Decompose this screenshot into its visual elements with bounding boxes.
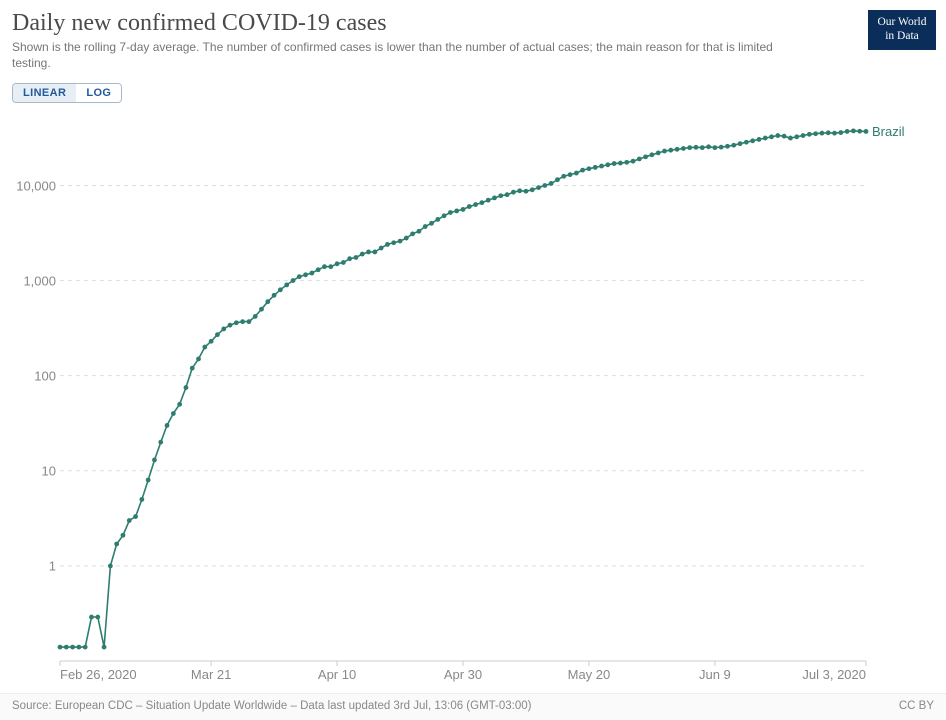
owid-logo[interactable]: Our World in Data xyxy=(868,10,936,50)
x-tick-label: May 20 xyxy=(568,667,611,682)
scale-toggle: LINEAR LOG xyxy=(12,83,122,103)
license-text[interactable]: CC BY xyxy=(899,700,934,712)
x-tick-label: Feb 26, 2020 xyxy=(60,667,137,682)
log-button[interactable]: LOG xyxy=(76,84,121,102)
y-tick-label: 100 xyxy=(6,369,56,384)
y-tick-label: 10,000 xyxy=(6,178,56,193)
chart-area: 1 10 100 1,000 10,000 Feb 26, 2020 Mar 21 Apr 1… xyxy=(0,103,946,693)
header: Daily new confirmed COVID-19 cases Shown… xyxy=(0,0,946,75)
linear-button[interactable]: LINEAR xyxy=(13,84,76,102)
y-tick-label: 10 xyxy=(6,464,56,479)
x-tick-label: Jul 3, 2020 xyxy=(802,667,866,682)
logo-line2: in Data xyxy=(870,30,934,44)
y-tick-label: 1,000 xyxy=(6,273,56,288)
chart-subtitle: Shown is the rolling 7-day average. The … xyxy=(12,39,792,71)
footer: Source: European CDC – Situation Update … xyxy=(0,693,946,720)
logo-line1: Our World xyxy=(870,16,934,30)
x-tick-label: Mar 21 xyxy=(191,667,231,682)
chart-svg xyxy=(0,103,946,693)
y-tick-label: 1 xyxy=(6,559,56,574)
source-text: Source: European CDC – Situation Update … xyxy=(12,700,532,712)
x-tick-label: Apr 10 xyxy=(318,667,356,682)
series-label[interactable]: Brazil xyxy=(872,124,905,139)
x-tick-label: Jun 9 xyxy=(699,667,731,682)
x-tick-label: Apr 30 xyxy=(444,667,482,682)
chart-title: Daily new confirmed COVID-19 cases xyxy=(12,10,934,37)
